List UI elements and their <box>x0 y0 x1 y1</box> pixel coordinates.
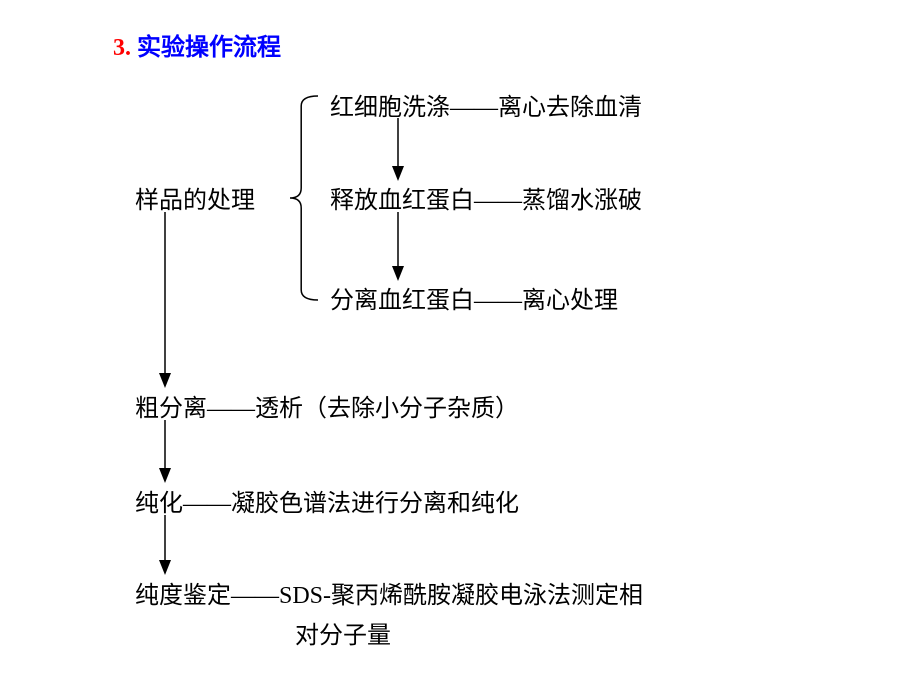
flow-node-purify: 纯化——凝胶色谱法进行分离和纯化 <box>135 483 519 518</box>
bracket <box>290 96 318 300</box>
flow-node-step3: 分离血红蛋白——离心处理 <box>330 280 618 315</box>
section-heading: 实验操作流程 <box>137 35 281 61</box>
flow-node-sample_processing: 样品的处理 <box>135 180 255 215</box>
section-number: 3. <box>113 35 131 61</box>
flow-node-coarse: 粗分离——透析（去除小分子杂质） <box>135 388 519 423</box>
section-title: 3. 实验操作流程 <box>113 27 281 62</box>
flow-node-step1: 红细胞洗涤——离心去除血清 <box>330 87 642 122</box>
flow-node-identify1: 纯度鉴定——SDS-聚丙烯酰胺凝胶电泳法测定相 <box>135 575 643 610</box>
flow-node-identify2: 对分子量 <box>295 615 391 650</box>
flow-node-step2: 释放血红蛋白——蒸馏水涨破 <box>330 180 642 215</box>
